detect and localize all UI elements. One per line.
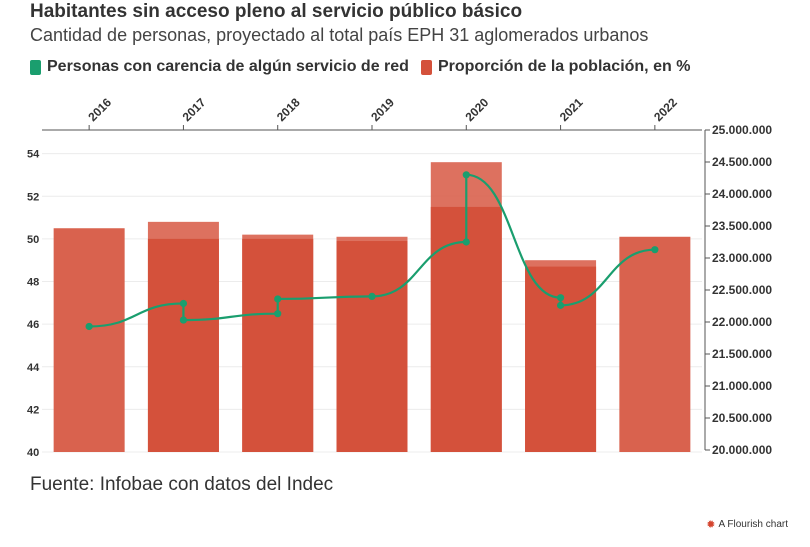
left-tick-label: 40 — [27, 447, 39, 459]
series-point — [85, 322, 93, 331]
x-tick-label: 2021 — [557, 95, 586, 124]
series-point — [556, 294, 565, 302]
left-tick-label: 52 — [27, 191, 39, 203]
left-tick-label: 54 — [27, 149, 40, 161]
left-tick-label: 48 — [27, 277, 39, 289]
flourish-credit[interactable]: ✹ A Flourish chart — [706, 518, 788, 531]
right-tick-label: 22.500.000 — [712, 283, 772, 297]
left-tick-label: 42 — [27, 404, 39, 416]
bar-2022 — [619, 236, 691, 452]
bar-2018 — [242, 238, 314, 452]
series-point — [651, 246, 659, 254]
right-tick-label: 20.000.000 — [712, 443, 772, 457]
legend-swatch-red — [420, 59, 432, 75]
legend-item-proporcion[interactable]: Proporción de la población, en % — [420, 58, 691, 76]
x-tick-label: 2019 — [368, 95, 397, 124]
right-tick-label: 21.500.000 — [712, 347, 772, 361]
flourish-logo-icon: ✹ — [706, 519, 716, 531]
legend: Personas con carencia de algún servicio … — [30, 58, 702, 76]
left-tick-label: 46 — [27, 319, 39, 331]
x-tick-label: 2016 — [85, 95, 114, 124]
chart-title: Habitantes sin acceso pleno al servicio … — [30, 1, 523, 22]
series-point — [179, 299, 188, 308]
series-point — [556, 301, 565, 309]
legend-swatch-green — [30, 59, 41, 75]
bar-2017 — [147, 238, 219, 452]
bar-2019 — [336, 241, 408, 452]
source-note: Fuente: Infobae con datos del Indec — [30, 474, 334, 495]
flourish-credit-label: A Flourish chart — [718, 519, 788, 530]
x-tick-label: 2022 — [651, 95, 680, 124]
series-point — [462, 171, 470, 179]
x-tick-label: 2020 — [463, 95, 492, 124]
right-tick-label: 23.000.000 — [712, 251, 772, 265]
bar-2016 — [53, 228, 125, 452]
right-tick-label: 22.000.000 — [712, 315, 772, 329]
series-point — [179, 316, 188, 324]
right-tick-label: 24.500.000 — [712, 155, 772, 169]
series-point — [368, 292, 376, 300]
x-tick-label: 2018 — [274, 95, 303, 124]
series-point — [274, 295, 282, 303]
series-point — [274, 310, 282, 318]
right-tick-label: 20.500.000 — [712, 411, 772, 425]
right-tick-label: 25.000.000 — [712, 123, 772, 137]
legend-label-proporcion: Proporción de la población, en % — [437, 58, 691, 75]
legend-item-personas[interactable]: Personas con carencia de algún servicio … — [30, 58, 409, 76]
chart-subtitle: Cantidad de personas, proyectado al tota… — [30, 25, 649, 45]
right-tick-label: 21.000.000 — [712, 379, 772, 393]
left-tick-label: 50 — [27, 234, 39, 246]
x-tick-label: 2017 — [180, 95, 209, 124]
chart-area: 40 42 44 46 48 50 52 54 20.000.000 20.500.000 21.0… — [27, 95, 772, 459]
right-tick-label: 24.000.000 — [712, 187, 772, 201]
right-tick-label: 23.500.000 — [712, 219, 772, 233]
series-point — [462, 238, 470, 246]
left-tick-label: 44 — [27, 362, 40, 374]
legend-label-personas: Personas con carencia de algún servicio … — [47, 58, 409, 75]
